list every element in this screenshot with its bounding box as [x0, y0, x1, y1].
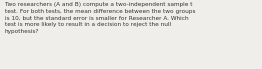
Text: Two researchers (A and B) compute a two-independent sample t
test. For both test: Two researchers (A and B) compute a two-…: [5, 2, 195, 34]
